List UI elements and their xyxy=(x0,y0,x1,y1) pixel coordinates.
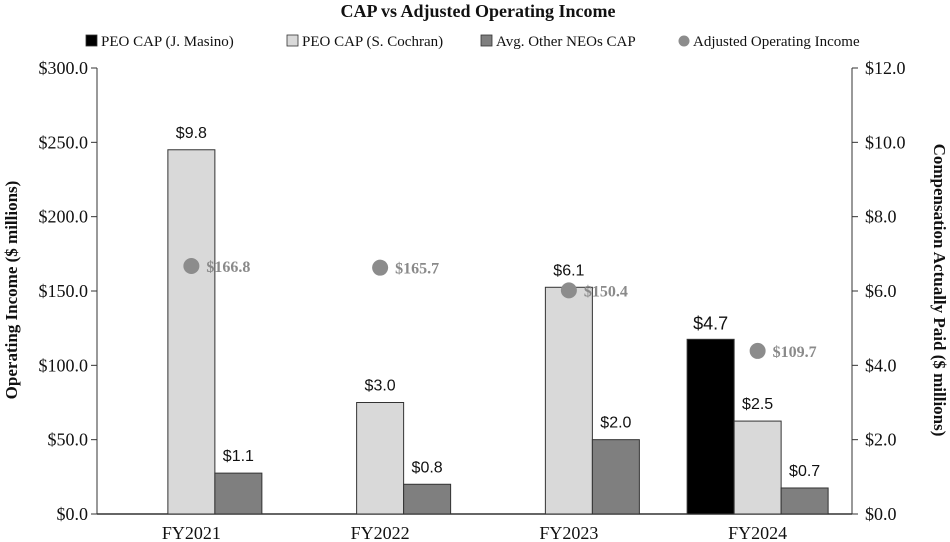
legend-marker-adjusted-operating-income xyxy=(678,35,690,47)
left-axis-ticks: $0.0 $50.0 $100.0 $150.0 $200.0 $250.0 $300.0 xyxy=(39,58,97,524)
point-label-fy2023: $150.4 xyxy=(584,283,628,300)
bar-label-peo-cap-s-cochran-fy2021: $9.8 xyxy=(176,125,207,142)
point-adjusted-operating-income-fy2022 xyxy=(372,259,389,276)
bar-peo-cap-s-cochran-fy2024 xyxy=(733,420,782,515)
right-tick-label: $10.0 xyxy=(865,132,906,152)
right-axis-title: Compensation Actually Paid ($ millions) xyxy=(930,144,949,437)
point-adjusted-operating-income-fy2023 xyxy=(560,282,577,299)
bars: $9.8 $1.1 $3.0 $0.8 $6.1 $2.0 $4.7 $2.5 $0.7 xyxy=(167,125,829,515)
operating-income-points: $166.8 $165.7 $150.4 $109.7 xyxy=(183,258,817,361)
bar-label-avg-other-neos-cap-fy2022: $0.8 xyxy=(412,459,443,476)
right-tick-label: $8.0 xyxy=(865,207,897,227)
point-label-fy2022: $165.7 xyxy=(395,261,439,278)
category-label-fy2021: FY2021 xyxy=(162,523,221,542)
legend-swatch-peo-cap-s-cochran xyxy=(286,34,299,47)
category-label-fy2024: FY2024 xyxy=(728,523,787,542)
left-tick-label: $300.0 xyxy=(39,58,89,78)
legend-label-adjusted-operating-income: Adjusted Operating Income xyxy=(693,34,860,50)
right-axis-ticks: $0.0 $2.0 $4.0 $6.0 $8.0 $10.0 $12.0 xyxy=(852,58,906,524)
legend-label-peo-cap-s-cochran: PEO CAP (S. Cochran) xyxy=(302,34,443,50)
bar-avg-other-neos-cap-fy2024 xyxy=(780,487,829,515)
right-tick-label: $6.0 xyxy=(865,281,897,301)
left-axis-title: Operating Income ($ millions) xyxy=(2,181,21,400)
bar-peo-cap-s-cochran-fy2021 xyxy=(167,149,216,515)
point-label-fy2024: $109.7 xyxy=(773,344,817,361)
bar-avg-other-neos-cap-fy2023 xyxy=(591,439,640,515)
left-tick-label: $0.0 xyxy=(57,504,89,524)
right-tick-label: $12.0 xyxy=(865,58,906,78)
left-tick-label: $150.0 xyxy=(39,281,89,301)
right-tick-label: $2.0 xyxy=(865,430,897,450)
legend-label-avg-other-neos-cap: Avg. Other NEOs CAP xyxy=(496,34,636,50)
bar-label-peo-cap-s-cochran-fy2022: $3.0 xyxy=(365,378,396,395)
right-tick-label: $0.0 xyxy=(865,504,897,524)
category-label-fy2023: FY2023 xyxy=(539,523,598,542)
bar-peo-cap-s-cochran-fy2023 xyxy=(544,286,593,515)
chart-title: CAP vs Adjusted Operating Income xyxy=(340,1,615,21)
bar-peo-cap-j-masino-fy2024 xyxy=(686,338,735,515)
bar-label-peo-cap-s-cochran-fy2023: $6.1 xyxy=(553,262,584,279)
point-adjusted-operating-income-fy2021 xyxy=(183,258,200,275)
bar-label-avg-other-neos-cap-fy2021: $1.1 xyxy=(223,448,254,465)
left-tick-label: $100.0 xyxy=(39,355,89,375)
legend: PEO CAP (J. Masino) PEO CAP (S. Cochran) A… xyxy=(85,34,860,50)
category-labels: FY2021 FY2022 FY2023 FY2024 xyxy=(162,523,787,542)
bar-peo-cap-s-cochran-fy2022 xyxy=(356,402,405,515)
bar-avg-other-neos-cap-fy2022 xyxy=(403,483,452,515)
bar-label-avg-other-neos-cap-fy2023: $2.0 xyxy=(600,415,631,432)
bar-avg-other-neos-cap-fy2021 xyxy=(214,472,263,515)
left-tick-label: $250.0 xyxy=(39,132,89,152)
left-tick-label: $200.0 xyxy=(39,207,89,227)
legend-swatch-avg-other-neos-cap xyxy=(480,34,493,47)
point-adjusted-operating-income-fy2024 xyxy=(749,342,766,359)
left-tick-label: $50.0 xyxy=(48,430,89,450)
bar-label-peo-cap-j-masino-fy2024: $4.7 xyxy=(693,313,728,333)
right-tick-label: $4.0 xyxy=(865,355,897,375)
bar-label-avg-other-neos-cap-fy2024: $0.7 xyxy=(789,463,820,480)
legend-label-peo-cap-j-masino: PEO CAP (J. Masino) xyxy=(101,34,234,50)
bar-label-peo-cap-s-cochran-fy2024: $2.5 xyxy=(742,396,773,413)
category-label-fy2022: FY2022 xyxy=(351,523,410,542)
point-label-fy2021: $166.8 xyxy=(206,259,250,276)
legend-swatch-peo-cap-j-masino xyxy=(85,34,98,47)
